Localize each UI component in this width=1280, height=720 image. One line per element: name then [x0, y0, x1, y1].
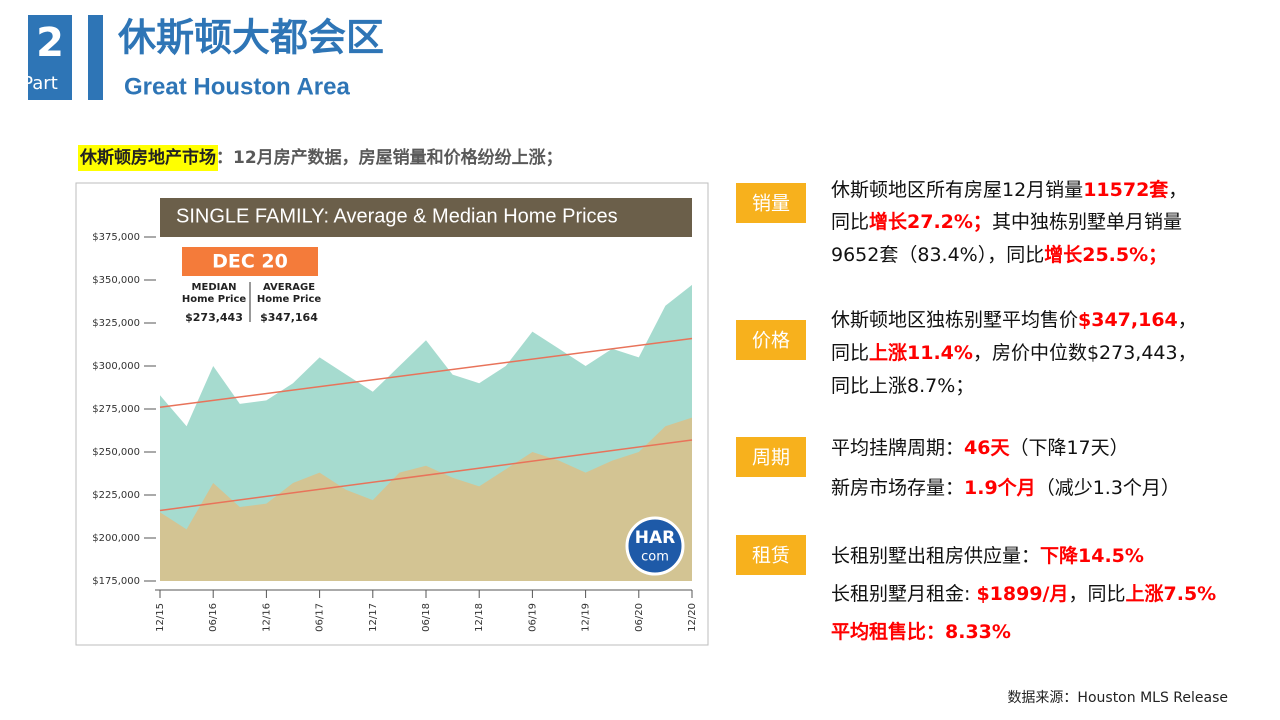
x-tick-label: 12/18 — [474, 603, 485, 632]
intro-highlight-text: 休斯顿房地产市场 — [79, 147, 216, 168]
accent-bar — [88, 15, 103, 100]
section-text: 9652套（83.4%），同比 — [831, 244, 1044, 266]
x-tick-label: 06/18 — [421, 603, 432, 632]
x-tick-label: 06/20 — [634, 603, 645, 632]
section-text: ， — [1178, 309, 1197, 331]
badge-label: MEDIAN — [192, 282, 237, 293]
y-tick-label: $225,000 — [92, 490, 140, 501]
section-text: 1.9个月 — [964, 477, 1036, 499]
section-text: 平均租售比：8.33% — [831, 620, 1011, 643]
section-line: 新房市场存量：1.9个月（减少1.3个月） — [831, 477, 1180, 499]
section-label: 周期 — [752, 447, 790, 469]
section-line: 同比增长27.2%；其中独栋别墅单月销量 — [831, 210, 1182, 233]
logo-circle — [625, 516, 685, 576]
badge-sublabel: Home Price — [257, 294, 322, 305]
trend-line — [159, 439, 693, 512]
section-line: 长租别墅出租房供应量：下降14.5% — [831, 544, 1144, 567]
section-text: 新房市场存量： — [831, 477, 964, 499]
section-text: ， — [1168, 179, 1187, 201]
section-text: 休斯顿地区独栋别墅平均售价 — [831, 309, 1078, 331]
section-label: 租赁 — [752, 545, 790, 567]
part-label: Part — [22, 73, 58, 94]
section-line: 休斯顿地区所有房屋12月销量11572套， — [831, 178, 1187, 201]
x-tick-label: 12/16 — [261, 603, 272, 632]
section-line: 同比上涨8.7%； — [831, 375, 974, 397]
area — [160, 417, 692, 581]
chart-header — [160, 198, 692, 237]
intro: 休斯顿房地产市场：12月房产数据，房屋销量和价格纷纷上涨； — [78, 145, 563, 171]
section-text: 增长25.5%； — [1044, 243, 1167, 266]
section-text: （下降17天） — [1009, 437, 1128, 459]
badge-label: AVERAGE — [263, 282, 315, 293]
subtitle: Great Houston Area — [124, 73, 350, 100]
title: 休斯顿大都会区 — [117, 16, 384, 60]
section-line: 休斯顿地区独栋别墅平均售价$347,164， — [831, 309, 1197, 331]
y-tick-label: $325,000 — [92, 318, 140, 329]
chart-title: SINGLE FAMILY: Average & Median Home Pri… — [176, 205, 618, 227]
section-text: 下降14.5% — [1040, 544, 1144, 567]
section-line: 长租别墅月租金: $1899/月，同比上涨7.5% — [831, 583, 1216, 605]
y-tick-label: $350,000 — [92, 275, 140, 286]
logo-text: HAR — [635, 528, 675, 548]
section-text: 同比 — [831, 342, 869, 364]
x-tick-label: 12/19 — [581, 603, 592, 632]
part-box — [28, 15, 72, 100]
section-text: 同比上涨8.7%； — [831, 375, 974, 397]
section-text: （减少1.3个月） — [1036, 477, 1180, 499]
section-text: ，房价中位数$273,443， — [973, 342, 1197, 364]
x-tick-label: 06/17 — [315, 603, 326, 632]
x-tick-label: 12/17 — [368, 603, 379, 632]
section-text: 长租别墅出租房供应量： — [831, 545, 1040, 567]
y-tick-label: $200,000 — [92, 533, 140, 544]
summary: 销量休斯顿地区所有房屋12月销量11572套，同比增长27.2%；其中独栋别墅单… — [736, 178, 1216, 643]
section-text: $347,164 — [1078, 309, 1178, 331]
section-text: 长租别墅月租金: — [831, 583, 976, 605]
source: 数据来源：Houston MLS Release — [1007, 690, 1228, 706]
section-text: 上涨7.5% — [1126, 583, 1217, 605]
section-line: 平均租售比：8.33% — [831, 620, 1011, 643]
badge-sublabel: Home Price — [182, 294, 247, 305]
y-tick-label: $375,000 — [92, 232, 140, 243]
section-text: 增长27.2%； — [869, 210, 992, 233]
y-tick-label: $175,000 — [92, 576, 140, 587]
chart: SINGLE FAMILY: Average & Median Home Pri… — [92, 198, 698, 632]
section-text: ，同比 — [1069, 583, 1126, 605]
badge-value: $273,443 — [185, 311, 243, 324]
section-line: 9652套（83.4%），同比增长25.5%； — [831, 243, 1167, 266]
y-tick-label: $275,000 — [92, 404, 140, 415]
trend-line — [159, 337, 693, 409]
part-number: 2 — [36, 20, 64, 66]
badge-value: $347,164 — [260, 311, 318, 324]
x-tick-label: 12/20 — [687, 603, 698, 632]
badge-box — [182, 247, 318, 276]
y-tick-label: $300,000 — [92, 361, 140, 372]
section-text: 休斯顿地区所有房屋12月销量 — [831, 179, 1083, 201]
section-label-box — [736, 437, 806, 477]
section-label: 价格 — [752, 330, 790, 352]
section-text: 上涨11.4% — [869, 342, 973, 364]
section-text: 其中独栋别墅单月销量 — [992, 211, 1182, 233]
section-text: 同比 — [831, 211, 869, 233]
section-label: 销量 — [752, 193, 790, 215]
section-text: 11572套 — [1083, 178, 1169, 201]
x-tick-label: 12/15 — [155, 603, 166, 632]
logo-subtext: com — [641, 550, 669, 565]
intro-highlight — [78, 145, 218, 171]
section-text: $1899/月 — [976, 583, 1068, 605]
badge-title: DEC 20 — [212, 251, 288, 273]
intro-text: 休斯顿房地产市场：12月房产数据，房屋销量和价格纷纷上涨； — [79, 147, 563, 168]
y-tick-label: $250,000 — [92, 447, 140, 458]
section-line: 平均挂牌周期：46天（下降17天） — [831, 437, 1129, 459]
x-tick-label: 06/16 — [208, 603, 219, 632]
section-label-box — [736, 183, 806, 223]
intro-rest: ：12月房产数据，房屋销量和价格纷纷上涨； — [216, 147, 563, 168]
section-text: 平均挂牌周期： — [831, 437, 964, 459]
x-tick-label: 06/19 — [527, 603, 538, 632]
section-text: 46天 — [964, 437, 1010, 459]
section-label-box — [736, 320, 806, 360]
section-line: 同比上涨11.4%，房价中位数$273,443， — [831, 342, 1197, 364]
section-label-box — [736, 535, 806, 575]
